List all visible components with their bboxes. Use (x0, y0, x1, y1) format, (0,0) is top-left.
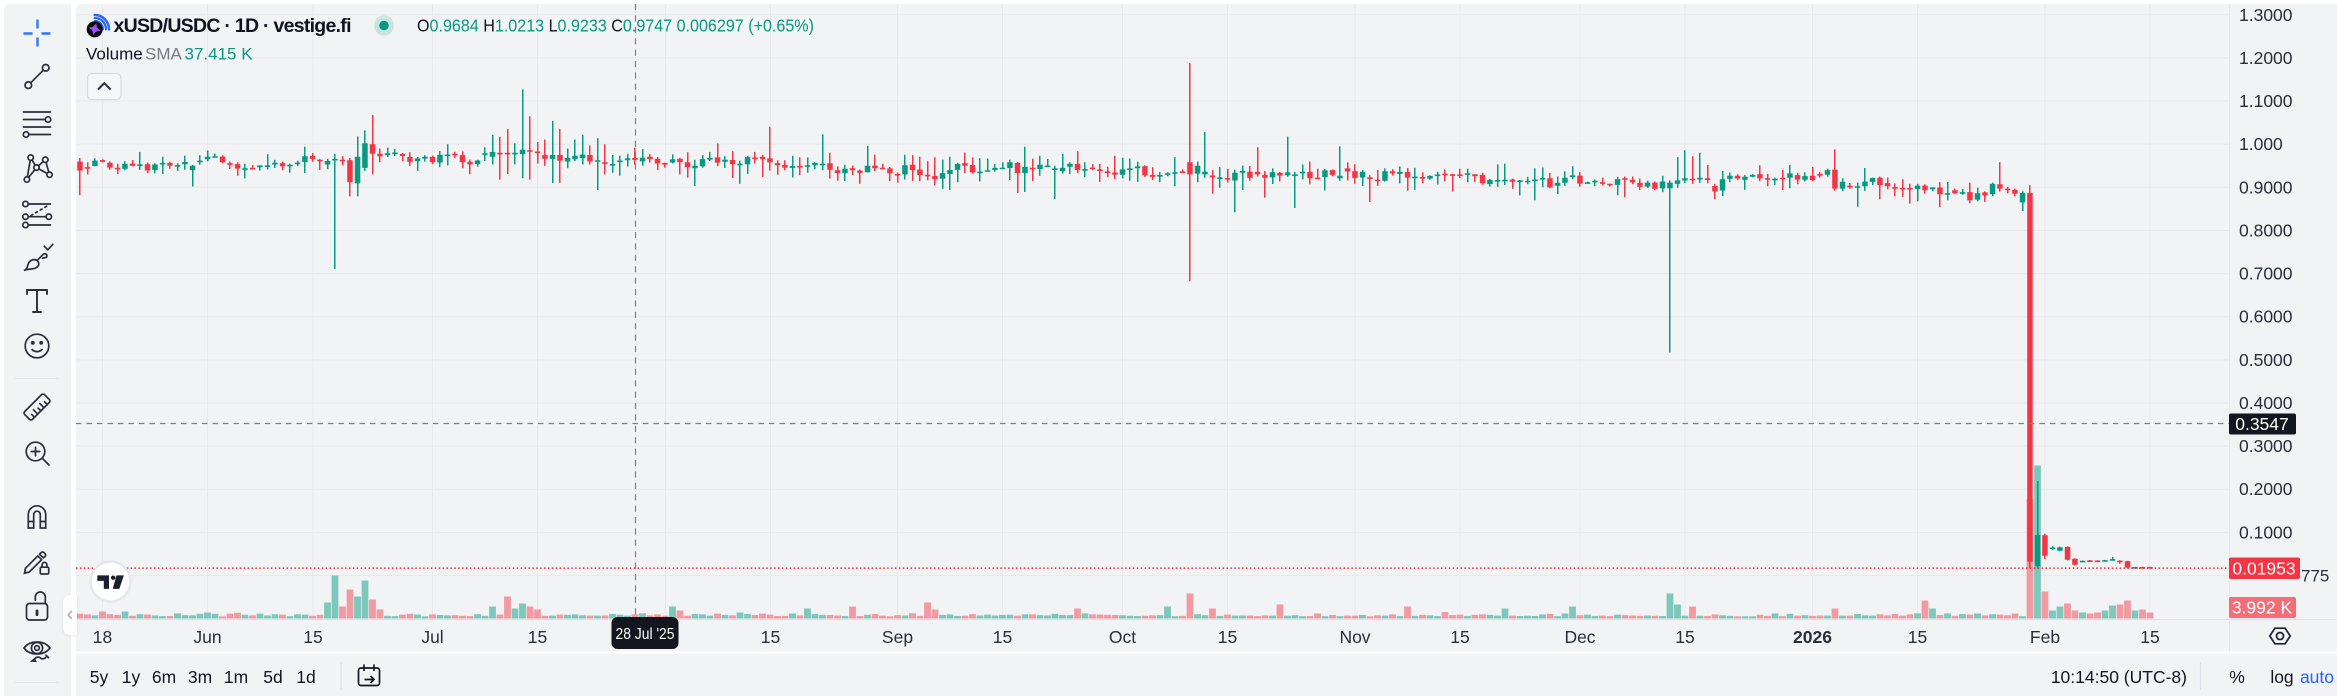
svg-text:0.6000: 0.6000 (2239, 307, 2293, 327)
svg-text:15: 15 (761, 627, 780, 647)
svg-text:3.992 K: 3.992 K (2232, 598, 2293, 618)
svg-text:15: 15 (1675, 627, 1694, 647)
svg-text:Sep: Sep (882, 627, 913, 647)
svg-text:Dec: Dec (1564, 627, 1595, 647)
svg-text:15: 15 (1908, 627, 1927, 647)
svg-text:0.9000: 0.9000 (2239, 177, 2293, 197)
svg-text:Oct: Oct (1109, 627, 1136, 647)
svg-text:xUSD/USDC · 1D · vestige.fi: xUSD/USDC · 1D · vestige.fi (114, 15, 352, 37)
svg-text:1y: 1y (122, 667, 141, 687)
svg-text:0.5000: 0.5000 (2239, 350, 2293, 370)
svg-text:10:14:50 (UTC-8): 10:14:50 (UTC-8) (2051, 667, 2187, 687)
svg-text:SMA: SMA (145, 45, 183, 64)
svg-text:auto: auto (2300, 667, 2334, 687)
svg-text:0.3000: 0.3000 (2239, 436, 2293, 456)
svg-text:0.8000: 0.8000 (2239, 221, 2293, 241)
svg-text:O0.9684 H1.0213 L0.9233 C0.974: O0.9684 H1.0213 L0.9233 C0.9747 0.006297… (417, 16, 814, 36)
svg-text:775: 775 (2301, 567, 2329, 586)
svg-text:1.2000: 1.2000 (2239, 48, 2293, 68)
svg-text:37.415 K: 37.415 K (185, 45, 254, 64)
svg-text:0.2000: 0.2000 (2239, 479, 2293, 499)
svg-text:Feb: Feb (2030, 627, 2060, 647)
svg-text:Volume: Volume (86, 45, 143, 64)
svg-text:5y: 5y (90, 667, 109, 687)
svg-text:15: 15 (993, 627, 1012, 647)
svg-text:15: 15 (2140, 627, 2159, 647)
svg-text:5d: 5d (263, 667, 282, 687)
svg-text:15: 15 (1450, 627, 1469, 647)
svg-text:0.1000: 0.1000 (2239, 522, 2293, 542)
svg-text:0.7000: 0.7000 (2239, 264, 2293, 284)
svg-text:1.3000: 1.3000 (2239, 5, 2293, 25)
svg-text:0.01953: 0.01953 (2232, 559, 2295, 579)
svg-text:1.1000: 1.1000 (2239, 91, 2293, 111)
svg-text:15: 15 (1218, 627, 1237, 647)
svg-text:1m: 1m (224, 667, 248, 687)
svg-text:2026: 2026 (1793, 627, 1832, 647)
svg-text:0.4000: 0.4000 (2239, 393, 2293, 413)
svg-text:1d: 1d (296, 667, 315, 687)
svg-text:Jul: Jul (421, 627, 443, 647)
svg-text:18: 18 (93, 627, 112, 647)
svg-text:6m: 6m (152, 667, 176, 687)
svg-text:15: 15 (528, 627, 547, 647)
svg-text:Nov: Nov (1339, 627, 1370, 647)
svg-text:Jun: Jun (193, 627, 221, 647)
svg-text:15: 15 (303, 627, 322, 647)
svg-text:log: log (2270, 667, 2293, 687)
svg-text:3m: 3m (188, 667, 212, 687)
svg-text:28 Jul '25: 28 Jul '25 (616, 626, 675, 643)
svg-text:%: % (2229, 667, 2245, 687)
svg-text:0.3547: 0.3547 (2235, 414, 2289, 434)
svg-text:1.000: 1.000 (2239, 134, 2283, 154)
